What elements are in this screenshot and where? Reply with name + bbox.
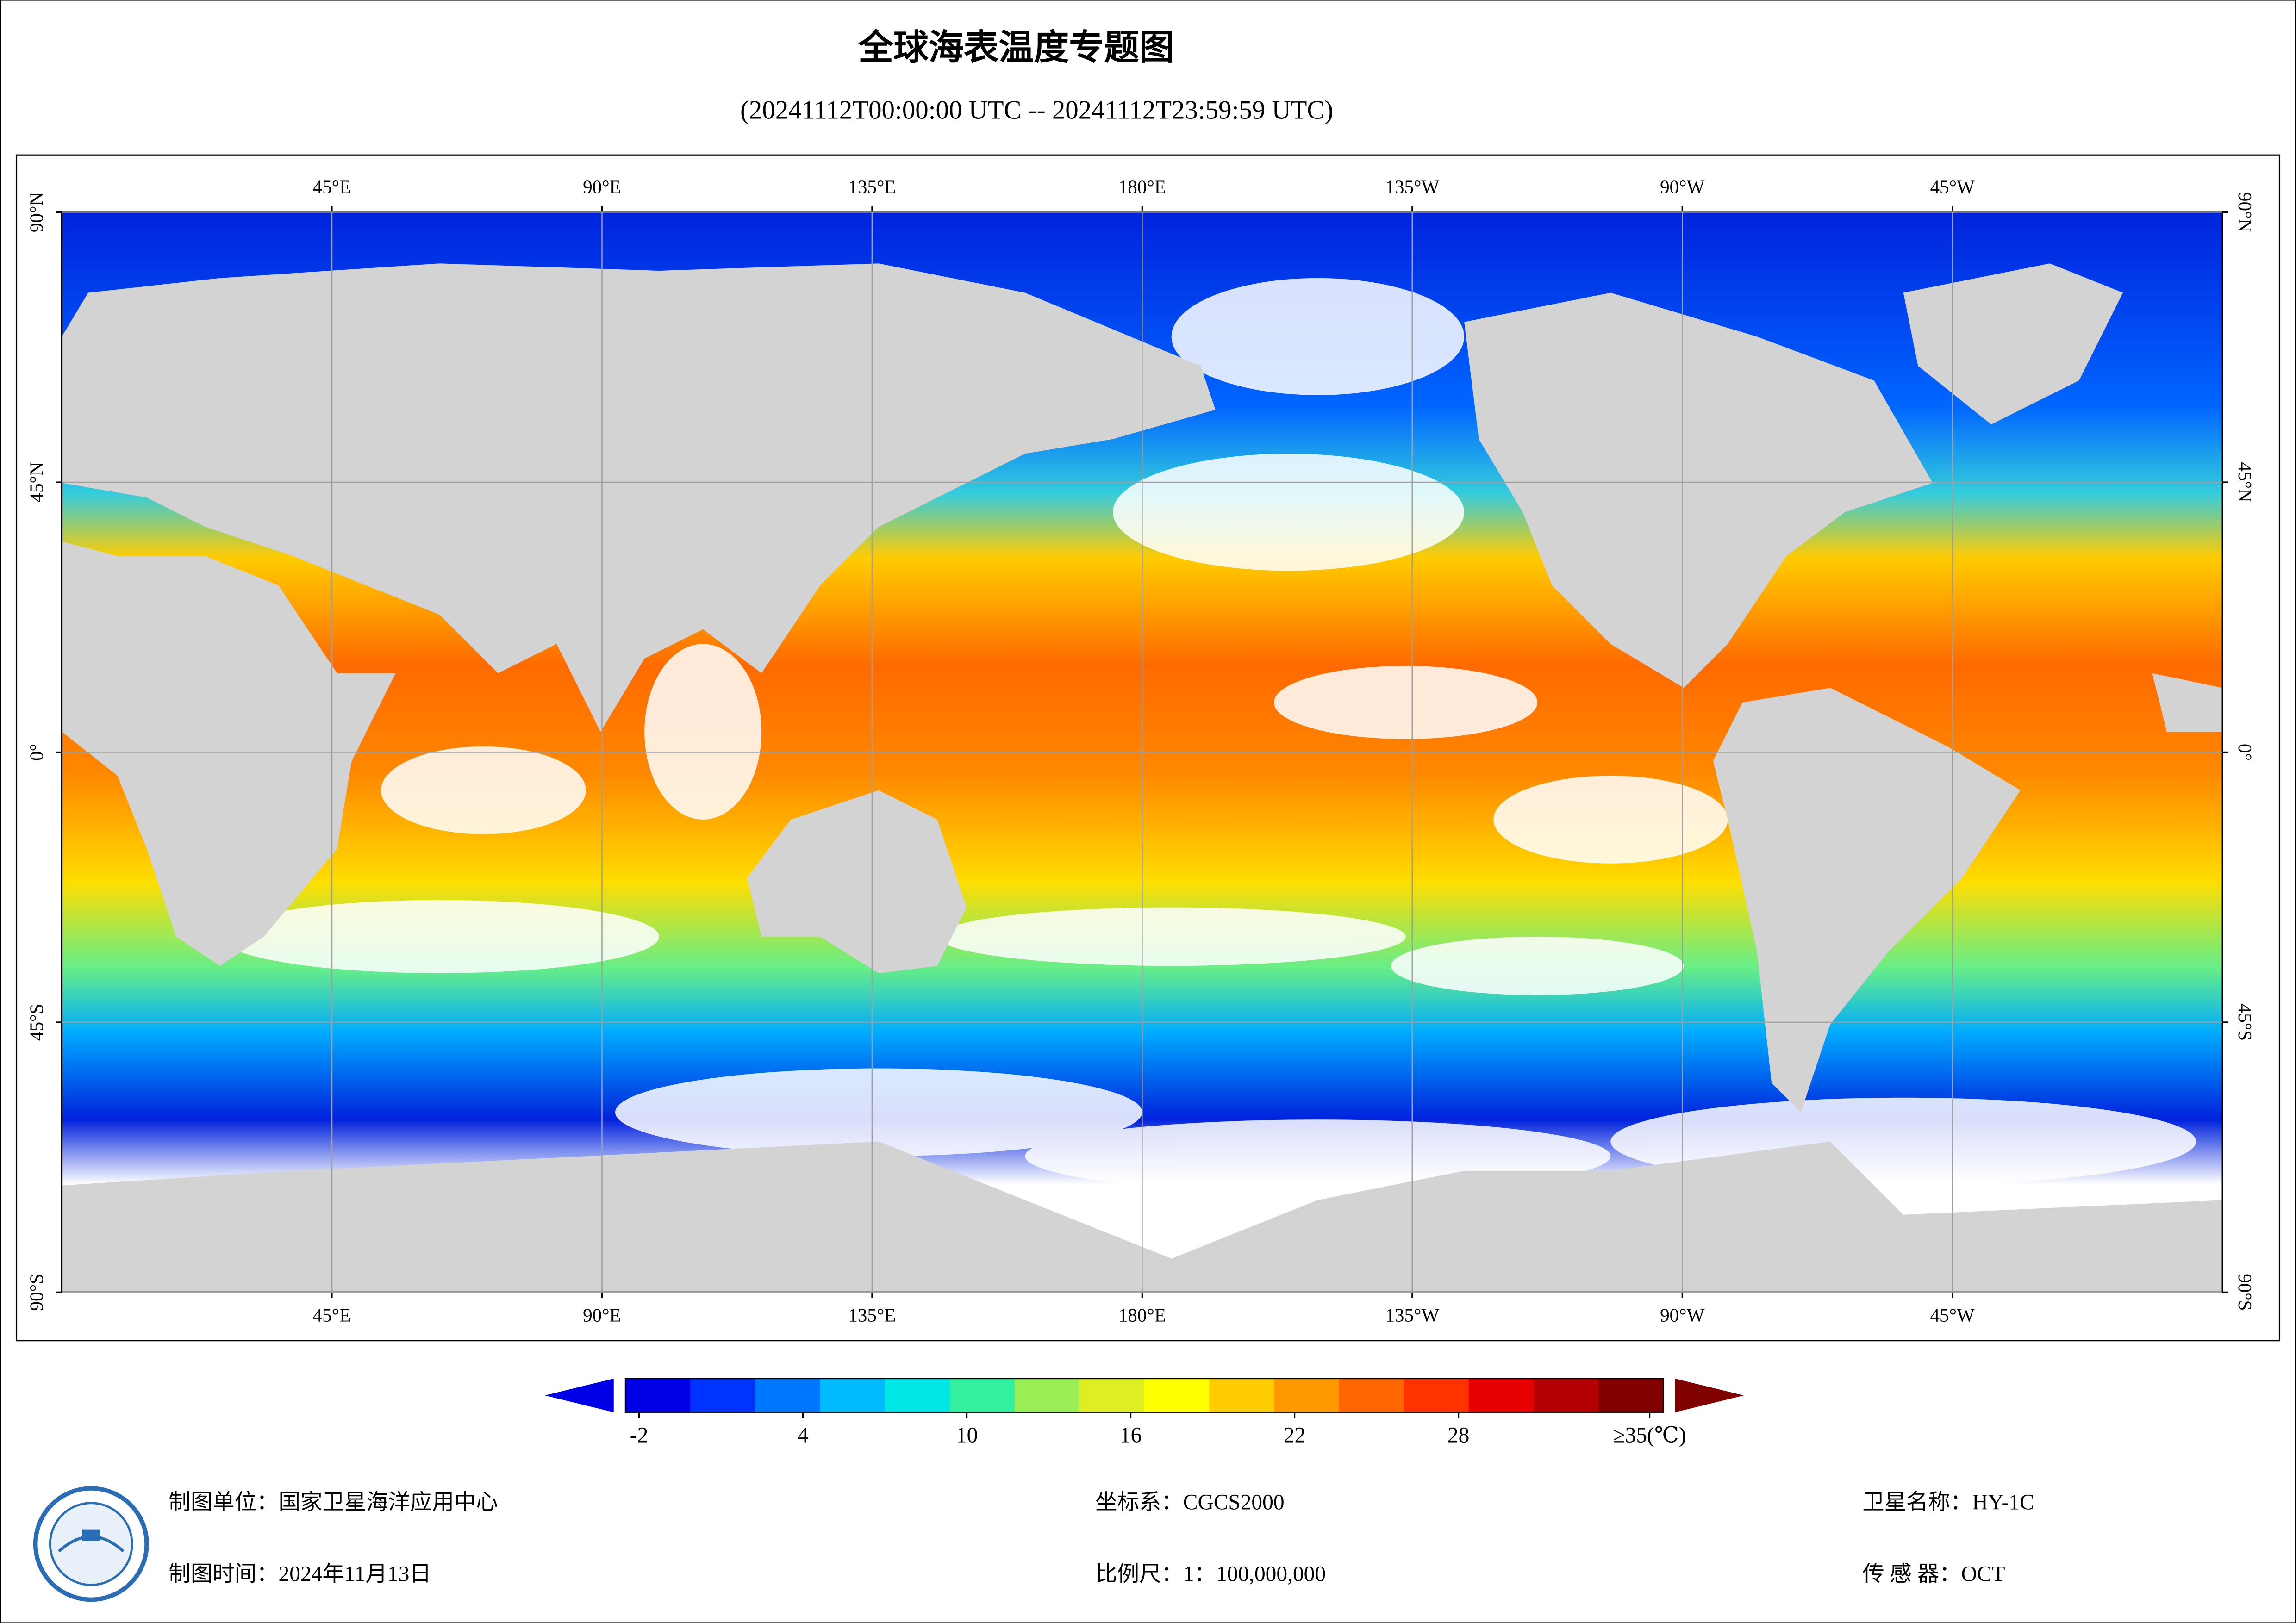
y-tick-label: 45°N xyxy=(25,462,47,502)
colorbar-step xyxy=(949,1378,1016,1412)
x-tick-label: 135°E xyxy=(848,1305,896,1326)
colorbar-step xyxy=(820,1378,886,1412)
colorbar-step xyxy=(1533,1378,1599,1412)
colorbar-tick-label: -2 xyxy=(630,1423,649,1447)
x-tick-label: 90°W xyxy=(1660,1305,1705,1326)
footer-sensor: 传 感 器：OCT xyxy=(1862,1562,2005,1586)
colorbar-step xyxy=(1014,1378,1080,1412)
colorbar-step xyxy=(755,1378,821,1412)
colorbar-over xyxy=(1675,1378,1744,1412)
colorbar-tick-label: 4 xyxy=(798,1423,809,1447)
x-tick-label: 45°W xyxy=(1930,1305,1975,1326)
x-tick-label: 180°E xyxy=(1118,1305,1166,1326)
y-tick-label: 0° xyxy=(2234,744,2256,761)
colorbar-step xyxy=(690,1378,756,1412)
x-tick-label: 135°W xyxy=(1385,176,1439,197)
colorbar-tick-label: ≥35(℃) xyxy=(1613,1423,1686,1447)
y-tick-label: 45°N xyxy=(2234,462,2256,502)
footer-scale: 比例尺：1：100,000,000 xyxy=(1095,1562,1326,1586)
colorbar-step xyxy=(885,1378,951,1412)
colorbar-step xyxy=(1144,1378,1210,1412)
map-frame xyxy=(15,154,2281,1342)
x-tick-label: 180°E xyxy=(1118,176,1166,197)
colorbar-under xyxy=(545,1378,614,1412)
graticule: 45°E 45°E 90°E 90°E 135°E 135°E 180°E 180°E 135°… xyxy=(25,176,2256,1325)
y-tick-label: 45°S xyxy=(25,1004,47,1041)
colorbar-step xyxy=(1079,1378,1145,1412)
colorbar-frame xyxy=(624,1378,1664,1413)
x-tick-label: 45°E xyxy=(313,176,351,197)
x-tick-label: 45°E xyxy=(313,1305,351,1326)
colorbar: -2 4 10 16 22 28 ≥35(℃) xyxy=(545,1378,1744,1447)
x-tick-label: 135°W xyxy=(1385,1305,1439,1326)
colorbar-step xyxy=(1598,1378,1664,1412)
footer-unit: 制图单位：国家卫星海洋应用中心 xyxy=(168,1491,498,1515)
subtitle: (20241112T00:00:00 UTC -- 20241112T23:59… xyxy=(740,96,1333,125)
y-tick-label: 90°N xyxy=(2234,192,2256,232)
colorbar-tick-label: 16 xyxy=(1120,1423,1142,1447)
footer-satellite: 卫星名称：HY-1C xyxy=(1862,1491,2034,1515)
colorbar-tick-label: 10 xyxy=(956,1423,978,1447)
logo xyxy=(33,1486,149,1602)
footer-crs: 坐标系：CGCS2000 xyxy=(1095,1491,1284,1515)
y-tick-label: 45°S xyxy=(2234,1004,2256,1041)
colorbar-step xyxy=(625,1378,691,1412)
colorbar-tick-label: 28 xyxy=(1447,1423,1469,1447)
x-tick-label: 90°W xyxy=(1660,176,1705,197)
colorbar-step xyxy=(1274,1378,1340,1412)
title: 全球海表温度专题图 xyxy=(858,27,1174,68)
colorbar-step xyxy=(1404,1378,1470,1412)
y-tick-label: 90°N xyxy=(25,192,47,232)
x-tick-label: 45°W xyxy=(1930,176,1975,197)
colorbar-tick-label: 22 xyxy=(1284,1423,1305,1447)
colorbar-step xyxy=(1209,1378,1275,1412)
y-tick-label: 90°S xyxy=(25,1274,47,1311)
colorbar-step xyxy=(1468,1378,1535,1412)
footer-date: 制图时间：2024年11月13日 xyxy=(168,1562,431,1586)
x-tick-label: 135°E xyxy=(848,176,896,197)
x-tick-label: 90°E xyxy=(583,1305,621,1326)
x-tick-label: 90°E xyxy=(583,176,621,197)
y-tick-label: 0° xyxy=(25,744,47,761)
y-tick-label: 90°S xyxy=(2234,1274,2256,1311)
colorbar-step xyxy=(1339,1378,1405,1412)
